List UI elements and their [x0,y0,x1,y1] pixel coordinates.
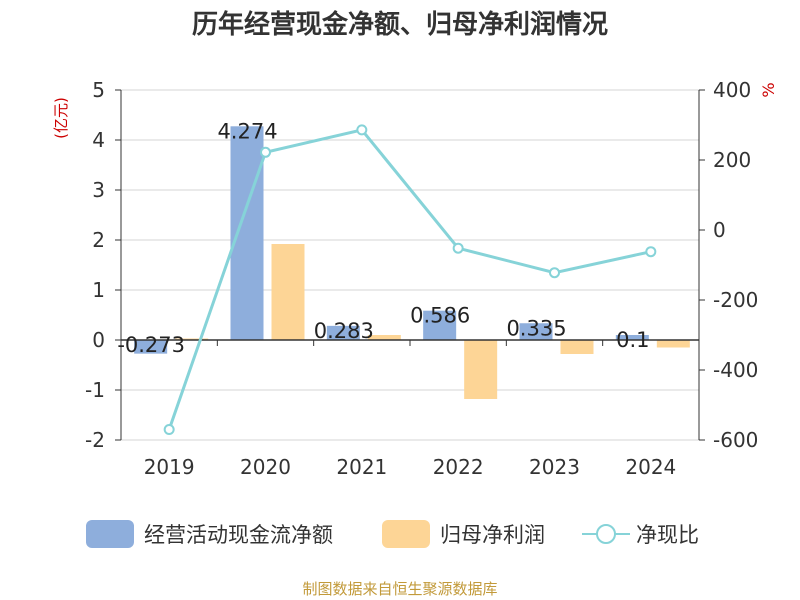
ratio-point-2019 [163,424,175,435]
left-tick-label: 5 [92,78,105,102]
left-tick-label: 4 [92,128,105,152]
right-tick-label: 400 [713,78,751,102]
ratio-point-2021 [356,124,368,136]
legend-ratio-marker [596,524,616,544]
ratio-point-2024 [645,246,657,258]
source-note: 制图数据来自恒生聚源数据库 [302,580,498,598]
bar-cash-2020 [230,126,264,340]
legend-label-profit: 归母净利润 [440,523,545,547]
bar-profit-2021 [367,335,401,340]
bar-cash-2023 [519,323,553,340]
left-tick-label: 2 [92,228,105,252]
legend-item-profit[interactable]: 归母净利润 [382,516,545,552]
left-tick-label: -1 [85,378,105,402]
ratio-point-2023 [549,267,560,279]
bar-cash-2019 [134,340,168,354]
category-label-2023: 2023 [529,455,580,479]
left-axis-unit: (亿元) [52,97,70,139]
chart-title: 历年经营现金净额、归母净利润情况 [191,10,608,40]
category-label-2021: 2021 [336,455,387,479]
data-label-cash-2020: 4.274 [217,119,277,143]
left-tick-label: 3 [92,178,105,202]
bar-profit-2022 [464,340,498,399]
right-tick-label: 200 [713,148,751,172]
legend-item-ratio[interactable]: 净现比 [582,516,699,552]
data-label-cash-2022: 0.586 [410,304,470,328]
bar-profit-2024 [656,340,690,348]
legend-swatch-ratio [582,524,630,544]
data-label-cash-2023: 0.335 [506,316,566,340]
right-tick-label: -600 [713,428,758,452]
right-tick-label: 0 [713,218,726,242]
legend-swatch-profit [382,520,430,548]
right-tick-label: -200 [713,288,758,312]
right-tick-label: -400 [713,358,758,382]
data-label-cash-2019: -0.273 [117,333,185,357]
left-tick-label: -2 [85,428,105,452]
category-label-2022: 2022 [433,455,484,479]
ratio-line [167,128,652,430]
bar-cash-2021 [326,325,360,340]
legend-swatch-cash [86,520,134,548]
legend-item-cash[interactable]: 经营活动现金流净额 [86,516,333,552]
category-label-2019: 2019 [144,455,195,479]
ratio-point-2022 [452,242,464,254]
legend-label-ratio: 净现比 [636,523,699,547]
bar-profit-2023 [560,340,594,354]
left-tick-label: 0 [92,328,105,352]
category-label-2020: 2020 [240,455,291,479]
legend-label-cash: 经营活动现金流净额 [144,523,333,547]
bar-cash-2022 [423,310,457,340]
right-axis-unit: % [759,82,778,97]
bar-profit-2020 [271,244,305,340]
bar-cash-2024 [615,335,649,340]
left-tick-label: 1 [92,278,105,302]
ratio-point-2020 [260,146,271,158]
data-label-cash-2021: 0.283 [314,319,374,343]
data-label-cash-2024: 0.1 [616,328,649,352]
category-label-2024: 2024 [625,455,676,479]
